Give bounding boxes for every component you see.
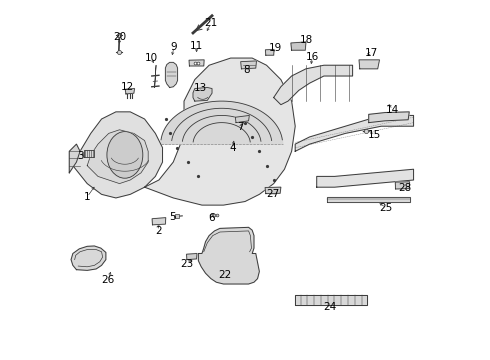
Text: 14: 14 <box>386 105 399 115</box>
Polygon shape <box>368 112 409 123</box>
Polygon shape <box>125 89 135 94</box>
Text: 13: 13 <box>194 83 207 93</box>
Text: 22: 22 <box>219 270 232 280</box>
Polygon shape <box>189 60 204 66</box>
Polygon shape <box>317 169 414 187</box>
Ellipse shape <box>107 132 143 178</box>
Polygon shape <box>161 101 283 144</box>
Text: 20: 20 <box>114 32 127 41</box>
Polygon shape <box>295 116 414 151</box>
Polygon shape <box>166 62 177 87</box>
Polygon shape <box>69 144 80 173</box>
Polygon shape <box>265 187 281 194</box>
Polygon shape <box>291 42 306 50</box>
Text: 17: 17 <box>365 48 378 58</box>
Text: 28: 28 <box>398 183 412 193</box>
Text: 18: 18 <box>299 35 313 45</box>
Polygon shape <box>193 87 212 101</box>
Text: 1: 1 <box>84 192 91 202</box>
Text: 11: 11 <box>190 41 203 50</box>
Text: 24: 24 <box>324 302 337 312</box>
Polygon shape <box>87 130 148 184</box>
Text: 26: 26 <box>101 275 115 285</box>
Text: 6: 6 <box>209 213 215 222</box>
Polygon shape <box>295 296 367 305</box>
Polygon shape <box>198 227 259 284</box>
Text: 12: 12 <box>121 82 134 93</box>
Polygon shape <box>84 149 94 157</box>
Polygon shape <box>395 182 410 189</box>
Polygon shape <box>274 65 353 105</box>
Text: 4: 4 <box>229 143 236 153</box>
Polygon shape <box>73 112 163 198</box>
Polygon shape <box>152 218 166 225</box>
Polygon shape <box>241 61 256 69</box>
Text: 2: 2 <box>155 226 162 236</box>
Text: 23: 23 <box>180 259 194 269</box>
Text: 7: 7 <box>237 122 244 132</box>
Text: 27: 27 <box>267 189 280 199</box>
Polygon shape <box>235 116 249 123</box>
Text: 10: 10 <box>145 53 158 63</box>
Polygon shape <box>145 58 295 205</box>
Text: 15: 15 <box>368 130 381 140</box>
Polygon shape <box>187 253 197 260</box>
Text: 8: 8 <box>244 65 250 75</box>
Text: 21: 21 <box>204 18 218 28</box>
Text: 5: 5 <box>169 212 175 222</box>
Text: 16: 16 <box>306 52 319 62</box>
Polygon shape <box>327 197 410 202</box>
Text: 25: 25 <box>379 203 392 213</box>
Polygon shape <box>71 246 106 270</box>
Polygon shape <box>266 49 274 55</box>
Text: 3: 3 <box>77 150 83 161</box>
Polygon shape <box>359 60 379 69</box>
Text: 9: 9 <box>171 42 177 52</box>
Text: 19: 19 <box>269 43 282 53</box>
